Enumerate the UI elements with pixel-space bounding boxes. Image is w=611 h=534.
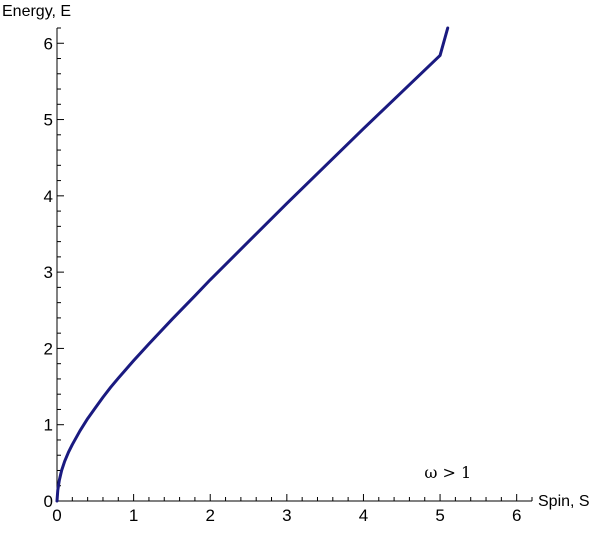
y-tick-label: 4 bbox=[44, 187, 53, 206]
series-line-energy bbox=[55, 26, 450, 503]
y-axis-label: Energy, E bbox=[2, 3, 71, 20]
y-tick-label: 0 bbox=[44, 492, 53, 511]
x-tick-label: 6 bbox=[512, 506, 521, 525]
tick-labels: 0 1 2 3 4 5 6 0 1 2 3 4 5 6 bbox=[44, 34, 522, 525]
ticks bbox=[56, 27, 533, 502]
x-tick-label: 0 bbox=[52, 506, 61, 525]
y-tick-label: 6 bbox=[44, 34, 53, 53]
y-tick-label: 5 bbox=[44, 111, 53, 130]
x-tick-label: 4 bbox=[359, 506, 368, 525]
y-tick-label: 2 bbox=[44, 339, 53, 358]
x-tick-label: 2 bbox=[205, 506, 214, 525]
x-tick-label: 3 bbox=[282, 506, 291, 525]
y-tick-label: 3 bbox=[44, 263, 53, 282]
y-tick-label: 1 bbox=[44, 416, 53, 435]
x-tick-label: 1 bbox=[129, 506, 138, 525]
x-tick-label: 5 bbox=[435, 506, 444, 525]
omega-annotation: ω > 1 bbox=[424, 463, 471, 482]
x-axis-label: Spin, S bbox=[538, 493, 590, 510]
